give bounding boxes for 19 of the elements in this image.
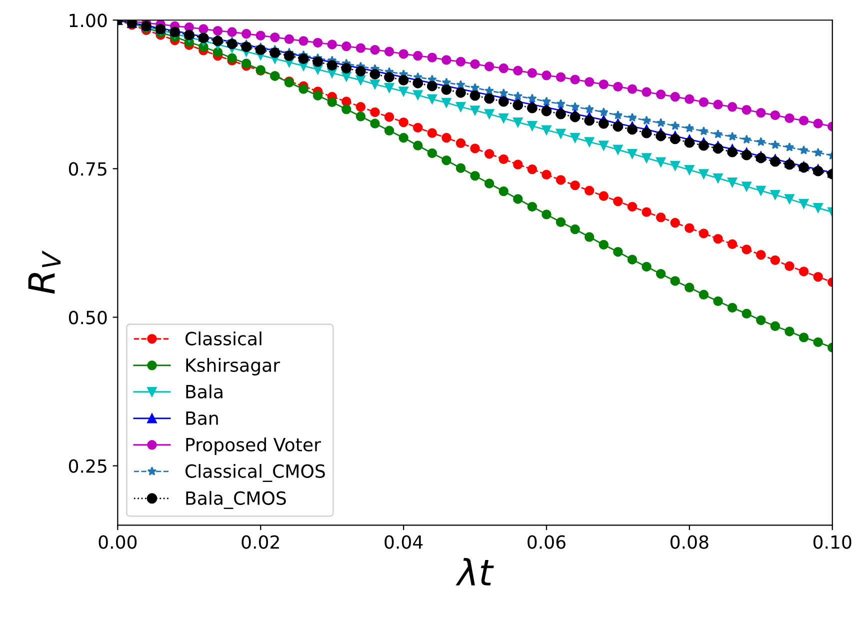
x-tick-label: 0.02 [242,535,279,549]
legend-label: Bala_CMOS [186,490,286,509]
y-tick-label: 0.25 [68,459,106,473]
x-tick-label: 0.06 [528,535,566,549]
x-tick-label: 0.00 [98,535,137,549]
legend-label: Classical_CMOS [186,464,325,482]
legend-label: Proposed Voter [186,437,321,455]
legend-label: Kshirsagar [186,358,280,376]
x-tick-label: 0.10 [813,535,852,549]
x-axis-title: λt [456,558,494,586]
y-axis-title: R$_{V}$ [28,250,61,294]
x-tick-label: 0.04 [384,535,423,549]
legend-label: Classical [186,331,262,346]
legend-label: Ban [186,412,218,425]
x-tick-label: 0.08 [670,535,708,549]
y-tick-label: 0.50 [68,310,107,324]
legend-label: Bala [186,384,222,398]
y-tick-label: 1.00 [70,14,107,28]
y-tick-label: 0.75 [68,162,106,176]
